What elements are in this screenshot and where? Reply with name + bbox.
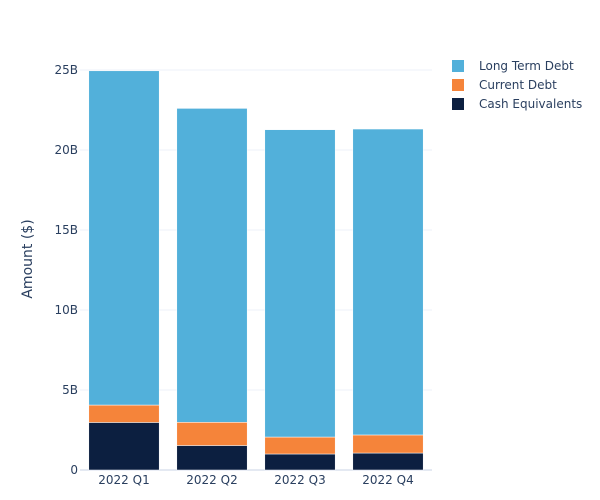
y-tick-label: 20B [54, 143, 78, 157]
legend-label: Current Debt [479, 77, 557, 92]
legend-swatch [452, 97, 464, 110]
bar-current-debt[interactable] [352, 434, 424, 454]
x-axis-ticks: 2022 Q1 2022 Q2 2022 Q3 2022 Q4 [98, 473, 413, 487]
bar-long-term-debt[interactable] [176, 108, 248, 423]
legend-swatch [452, 59, 464, 72]
y-tick-label: 15B [54, 223, 78, 237]
legend-label: Cash Equivalents [479, 96, 583, 111]
bar-long-term-debt[interactable] [352, 128, 424, 436]
y-tick-label: 10B [54, 303, 78, 317]
bar-cash-equivalents[interactable] [352, 452, 424, 471]
bar-current-debt[interactable] [88, 404, 160, 423]
y-axis-ticks: 0 5B 10B 15B 20B 25B [54, 63, 78, 477]
legend-item-current-debt[interactable]: Current Debt [452, 75, 582, 94]
legend-swatch [452, 78, 464, 91]
bars [88, 70, 424, 471]
bar-current-debt[interactable] [176, 422, 248, 446]
bar-cash-equivalents[interactable] [88, 422, 160, 471]
x-tick-label: 2022 Q3 [274, 473, 325, 487]
bar-long-term-debt[interactable] [264, 129, 336, 438]
y-axis-title: Amount ($) [20, 219, 36, 298]
x-tick-label: 2022 Q4 [362, 473, 413, 487]
bar-cash-equivalents[interactable] [176, 445, 248, 471]
legend: Long Term Debt Current Debt Cash Equival… [452, 56, 582, 113]
x-tick-label: 2022 Q1 [98, 473, 149, 487]
y-tick-label: 0 [70, 463, 78, 477]
legend-label: Long Term Debt [479, 58, 574, 73]
bar-cash-equivalents[interactable] [264, 453, 336, 471]
legend-item-long-term-debt[interactable]: Long Term Debt [452, 56, 582, 75]
bar-long-term-debt[interactable] [88, 70, 160, 406]
x-tick-label: 2022 Q2 [186, 473, 237, 487]
y-tick-label: 5B [62, 383, 78, 397]
y-tick-label: 25B [54, 63, 78, 77]
legend-item-cash-equivalents[interactable]: Cash Equivalents [452, 94, 582, 113]
bar-current-debt[interactable] [264, 436, 336, 455]
